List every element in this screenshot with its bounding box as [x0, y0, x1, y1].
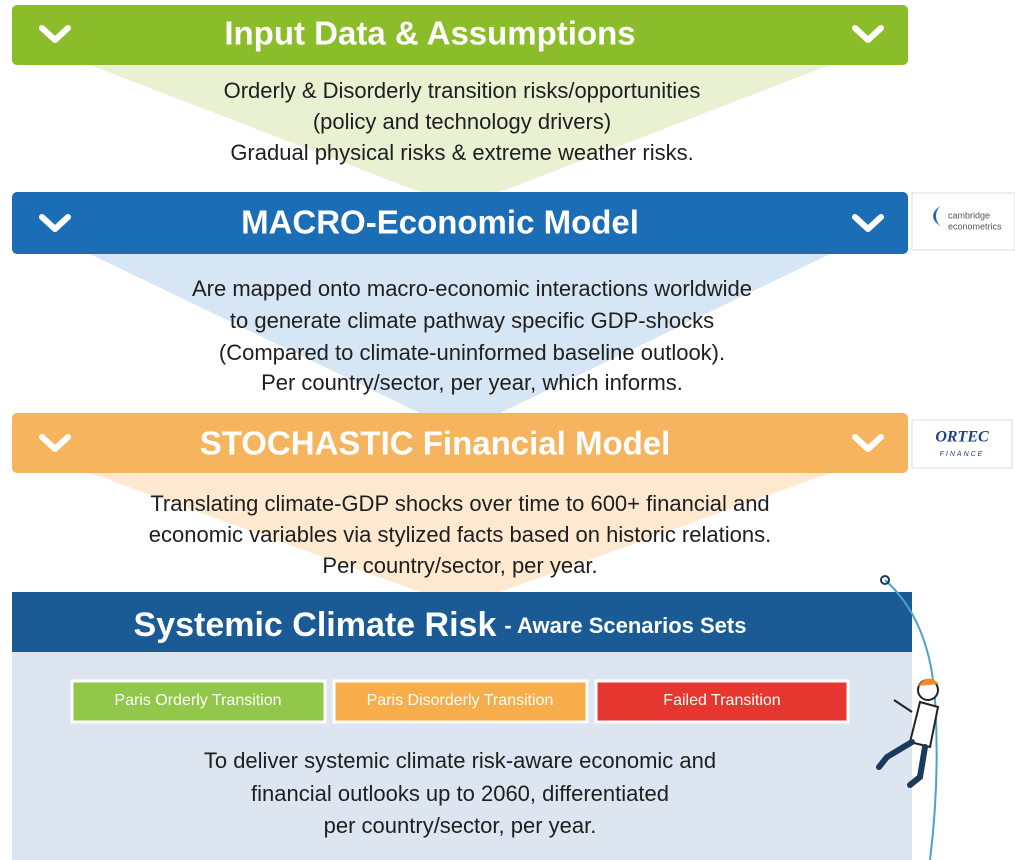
logo-text: econometrics: [948, 221, 1002, 231]
scenario-pill: [70, 679, 327, 724]
logo-text: FINANCE: [940, 451, 985, 458]
section-title: MACRO-Economic Model: [241, 204, 639, 241]
logo-mark: [933, 206, 940, 226]
section-header: [12, 192, 908, 254]
scenario-pill: [332, 679, 589, 724]
final-title: Systemic Climate Risk - Aware Scenarios S…: [134, 606, 747, 644]
body-line: (Compared to climate-uninformed baseline…: [219, 340, 725, 365]
body-line: To deliver systemic climate risk-aware e…: [204, 748, 716, 773]
body-line: Gradual physical risks & extreme weather…: [230, 140, 693, 165]
funnel: [90, 65, 830, 192]
scenario-label: Failed Transition: [663, 692, 780, 709]
body-line: economic variables via stylized facts ba…: [149, 522, 771, 547]
funnel: [90, 254, 830, 413]
body-line: per country/sector, per year.: [324, 813, 597, 838]
scenario-label: Paris Disorderly Transition: [367, 692, 554, 709]
section-title: STOCHASTIC Financial Model: [200, 425, 671, 462]
body-line: Per country/sector, per year.: [322, 553, 597, 578]
section-header: [12, 5, 908, 65]
section-title: Input Data & Assumptions: [224, 15, 635, 52]
chevron: [39, 434, 71, 452]
body-line: Are mapped onto macro-economic interacti…: [192, 276, 752, 301]
scenario-label: Paris Orderly Transition: [114, 692, 281, 709]
body-line: to generate climate pathway specific GDP…: [230, 308, 714, 333]
logo-text: cambridge: [948, 210, 990, 220]
body-line: Per country/sector, per year, which info…: [261, 370, 683, 395]
scenario-pill: [594, 679, 850, 724]
chevron: [852, 434, 884, 452]
body-line: Translating climate-GDP shocks over time…: [150, 491, 769, 516]
logo-text: ORTEC: [935, 429, 989, 446]
chevron: [852, 214, 884, 232]
logo-box: [911, 192, 1015, 251]
chevron: [39, 25, 71, 43]
chevron: [852, 25, 884, 43]
climber-illustration: [876, 575, 940, 860]
chevron: [39, 214, 71, 232]
section-header: [12, 413, 908, 473]
final-header: [12, 592, 912, 652]
logo-box: [911, 419, 1013, 469]
body-line: (policy and technology drivers): [313, 109, 611, 134]
body-line: financial outlooks up to 2060, different…: [251, 781, 669, 806]
funnel: [90, 473, 830, 592]
body-line: Orderly & Disorderly transition risks/op…: [224, 78, 701, 103]
